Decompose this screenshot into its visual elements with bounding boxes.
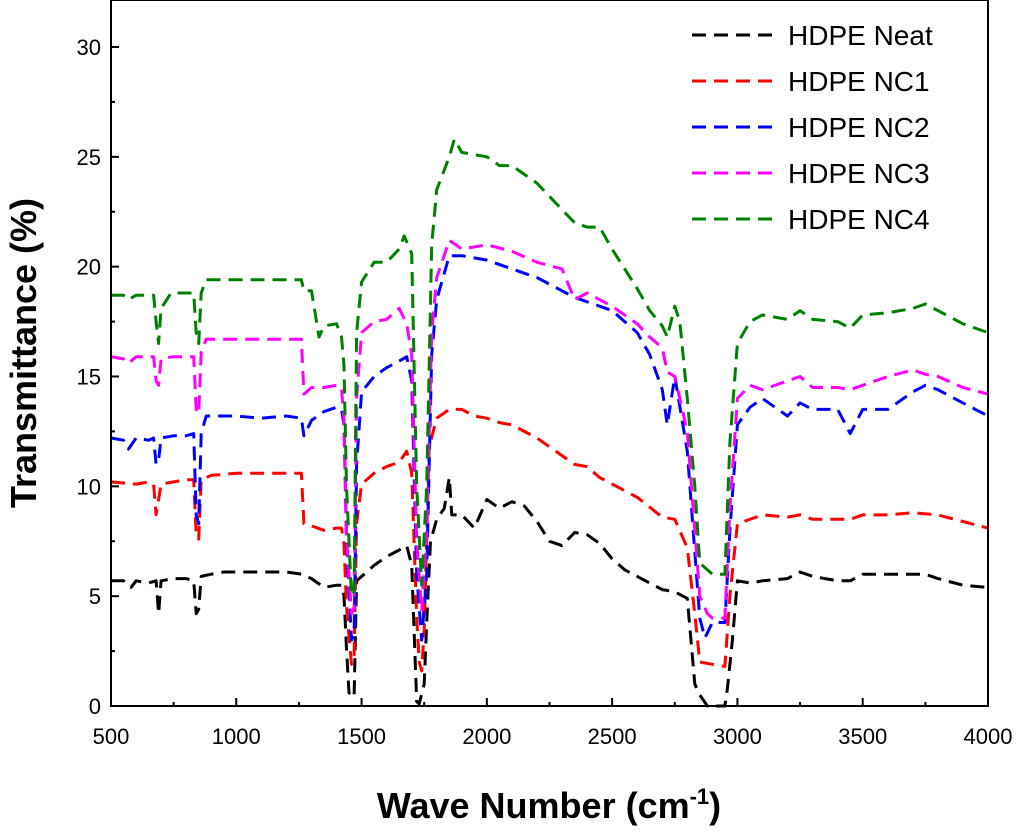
legend-label-3: HDPE NC2 <box>788 112 930 143</box>
ticks-layer: 500 1000 1500 2000 2500 3000 3500 4000 0 5 10 15 20 2… <box>77 35 1013 749</box>
y-tick-label: 0 <box>89 694 101 719</box>
x-axis-title: Wave Number (cm-1) <box>377 784 721 826</box>
x-axis-title-close: ) <box>709 785 721 826</box>
y-tick-label: 10 <box>77 474 101 499</box>
y-tick-label: 20 <box>77 255 101 280</box>
series-layer <box>110 137 989 708</box>
y-axis-title: Transmittance (%) <box>3 198 44 508</box>
series-line-2 <box>110 407 989 673</box>
series-line-1 <box>111 476 989 708</box>
legend-label-5: HDPE NC4 <box>788 204 930 235</box>
legend-label-2: HDPE NC1 <box>788 66 930 97</box>
series-line-3 <box>110 254 989 642</box>
x-tick-label: 4000 <box>964 724 1013 749</box>
axes-layer <box>110 0 989 707</box>
x-axis-title-main: Wave Number (cm <box>377 785 690 826</box>
y-tick-label: 5 <box>89 584 101 609</box>
plot-frame <box>110 0 989 707</box>
y-tick-label: 25 <box>77 145 101 170</box>
x-tick-label: 2500 <box>588 724 637 749</box>
x-tick-label: 1500 <box>337 724 386 749</box>
x-tick-label: 3500 <box>838 724 887 749</box>
x-axis-title-superscript: -1 <box>690 784 710 809</box>
legend: HDPE Neat HDPE NC1 HDPE NC2 HDPE NC3 HDPE NC… <box>692 20 933 235</box>
legend-label-1: HDPE Neat <box>788 20 933 51</box>
y-tick-label: 30 <box>77 35 101 60</box>
y-tick-label: 15 <box>77 365 101 390</box>
x-tick-label: 500 <box>93 724 130 749</box>
x-tick-label: 3000 <box>713 724 762 749</box>
series-line-4 <box>110 238 989 620</box>
x-tick-label: 1000 <box>212 724 261 749</box>
x-tick-label: 2000 <box>462 724 511 749</box>
legend-label-4: HDPE NC3 <box>788 158 930 189</box>
